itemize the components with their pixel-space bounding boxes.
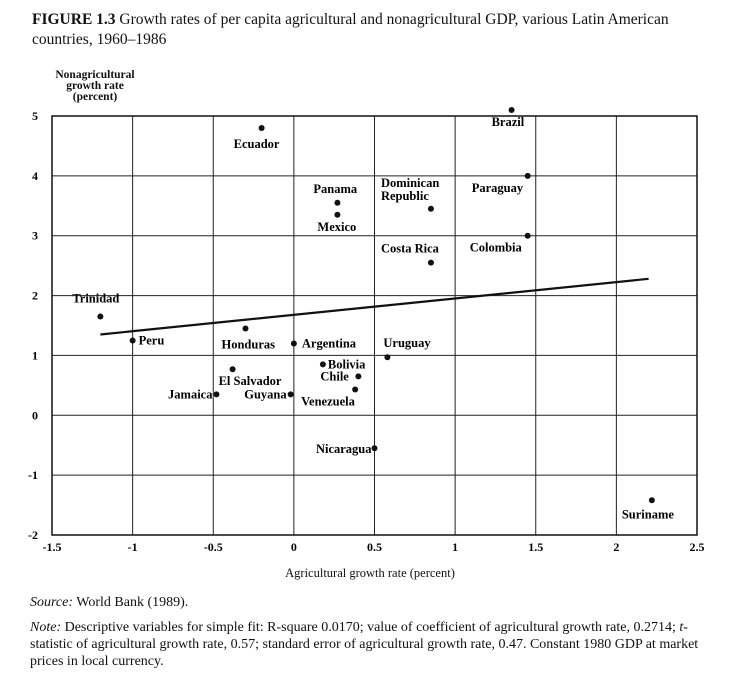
data-point-ecuador (258, 124, 265, 131)
point-label: Venezuela (301, 395, 355, 409)
data-point-jamaica (213, 391, 220, 398)
y-tick-label: -1 (28, 468, 38, 482)
x-tick-label: -1 (128, 540, 138, 554)
note-paragraph: Note: Descriptive variables for simple f… (30, 619, 720, 670)
data-point-argentina (290, 340, 297, 347)
data-point-el-salvador (229, 366, 236, 373)
data-point-panama (334, 199, 341, 206)
data-point-venezuela (352, 386, 359, 393)
x-tick-label: 0.5 (367, 540, 382, 554)
y-axis-label-line-2: growth rate (66, 80, 124, 92)
point-label: Colombia (470, 241, 523, 255)
point-label: Honduras (222, 337, 276, 351)
point-label: Jamaica (168, 387, 213, 401)
data-point-nicaragua (371, 445, 378, 452)
point-label: Paraguay (472, 181, 524, 195)
data-point-bolivia (319, 361, 326, 368)
data-point-peru (129, 337, 136, 344)
data-point-guyana (287, 391, 294, 398)
y-tick-label: 1 (32, 348, 38, 362)
point-label: Argentina (302, 336, 357, 350)
point-label: Ecuador (234, 137, 280, 151)
y-tick-label: -2 (28, 528, 38, 542)
x-tick-label: 2.5 (690, 540, 705, 554)
point-label: Suriname (622, 507, 675, 521)
y-tick-label: 3 (32, 229, 38, 243)
point-label: Nicaragua (316, 442, 372, 456)
point-label: Costa Rica (381, 242, 440, 256)
point-label: Bolivia (328, 357, 366, 371)
figure-caption: FIGURE 1.3 Growth rates of per capita ag… (32, 10, 722, 50)
data-point-chile (355, 373, 362, 380)
point-label: Peru (139, 333, 165, 347)
data-point-dominican-republic (427, 205, 434, 212)
data-point-mexico (334, 211, 341, 218)
x-axis-label: Agricultural growth rate (percent) (285, 566, 455, 580)
y-axis-label: Nonagricultural growth rate (percent) (40, 69, 150, 103)
point-label: Brazil (492, 115, 525, 129)
figure-title: Growth rates of per capita agricultural … (32, 11, 669, 48)
plot-frame (51, 115, 698, 536)
source-line: Source: World Bank (1989). (30, 595, 720, 611)
note-text-2: -statistic of agricultural growth rate, … (30, 620, 699, 669)
y-axis-label-line-3: (percent) (72, 91, 118, 103)
point-label: Uruguay (383, 336, 431, 350)
point-label: El Salvador (219, 374, 282, 388)
point-label: Mexico (317, 220, 356, 234)
scatter-chart: -1.5 -1 -0.5 0 0.5 1 1.5 2 2.5 -2 -1 0 1 2 3 4 5 Brazil Ec… (28, 107, 705, 554)
y-tick-label: 4 (32, 169, 38, 183)
source-label: Source: (30, 595, 74, 610)
y-axis-label-line-1: Nonagricultural (55, 69, 135, 81)
data-point-suriname (648, 497, 655, 504)
data-point-trinidad (97, 313, 104, 320)
data-point-honduras (242, 325, 249, 332)
point-label: Panama (313, 182, 358, 196)
x-tick-label: 0 (291, 540, 297, 554)
data-point-brazil (508, 107, 515, 114)
data-point-costa-rica (427, 259, 434, 266)
point-label: Dominican Republic (381, 176, 439, 203)
note-t-symbol: t (679, 620, 684, 635)
point-label: Chile (320, 369, 349, 383)
note-label: Note: (30, 620, 62, 635)
x-tick-label: 2 (613, 540, 619, 554)
y-tick-label: 5 (32, 109, 38, 123)
data-point-paraguay (524, 172, 531, 179)
data-point-uruguay (384, 354, 391, 361)
x-tick-label: -0.5 (204, 540, 223, 554)
x-tick-label: 1.5 (528, 540, 543, 554)
point-label: Trinidad (72, 292, 119, 306)
note-text-1: Descriptive variables for simple fit: R-… (61, 620, 680, 635)
source-text: World Bank (1989). (73, 595, 189, 610)
figure-label: FIGURE 1.3 (32, 11, 116, 28)
data-point-colombia (524, 232, 531, 239)
x-tick-label: 1 (452, 540, 458, 554)
regression-line (100, 277, 649, 336)
y-tick-label: 2 (32, 289, 38, 303)
x-tick-label: -1.5 (43, 540, 62, 554)
point-label: Guyana (244, 387, 287, 401)
y-tick-label: 0 (32, 408, 38, 422)
